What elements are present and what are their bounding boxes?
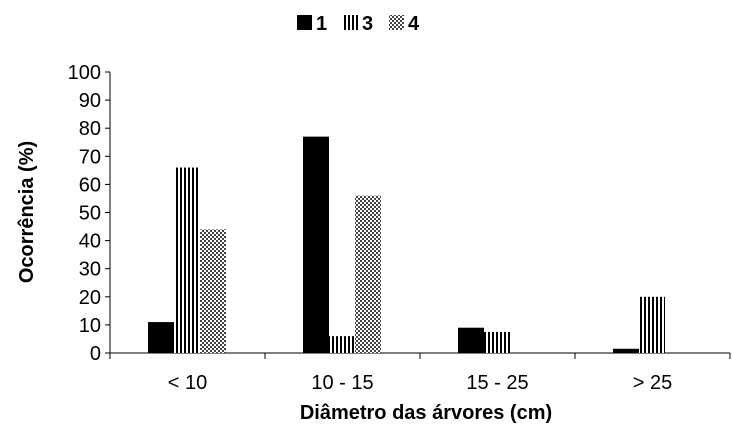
y-axis-title: Ocorrência (%) [16,141,38,283]
x-tick-label: 10 - 15 [311,372,373,394]
legend-label-3: 3 [362,13,373,35]
bar-series-1-1 [303,136,329,353]
x-tick-label: > 25 [633,372,672,394]
y-axis: 0 10 20 30 40 50 60 70 80 90 100 [68,62,111,365]
legend-swatch-1 [297,15,312,30]
y-tick-label: 10 [79,315,101,337]
legend-swatch-4 [389,15,404,30]
y-tick-label: 30 [79,259,101,281]
y-tick-label: 70 [79,146,101,168]
x-axis-title: Diâmetro das árvores (cm) [300,402,552,424]
y-tick-label: 40 [79,231,101,253]
bars [148,136,665,353]
x-tick-label: 15 - 25 [466,372,528,394]
y-tick-label: 0 [90,343,101,365]
bar-series-3-3 [639,296,665,353]
bar-series-3-0 [174,167,200,353]
x-axis: < 10 10 - 15 15 - 25 > 25 [109,352,731,394]
bar-series-4-1 [355,195,381,353]
y-tick-label: 50 [79,203,101,225]
bar-series-3-1 [329,336,355,353]
legend-label-4: 4 [408,13,420,35]
y-tick-label: 80 [79,118,101,140]
y-tick-label: 20 [79,287,101,309]
bar-series-1-3 [613,348,639,353]
y-tick-label: 90 [79,90,101,112]
legend-label-1: 1 [316,13,327,35]
bar-series-1-2 [458,327,484,353]
y-tick-label: 100 [68,62,101,84]
legend-swatch-3 [343,15,358,30]
legend: 1 3 4 [297,13,420,35]
x-tick-label: < 10 [168,372,207,394]
bar-series-3-2 [484,331,510,353]
bar-series-4-0 [200,229,226,353]
bar-series-1-0 [148,322,174,353]
y-tick-label: 60 [79,174,101,196]
